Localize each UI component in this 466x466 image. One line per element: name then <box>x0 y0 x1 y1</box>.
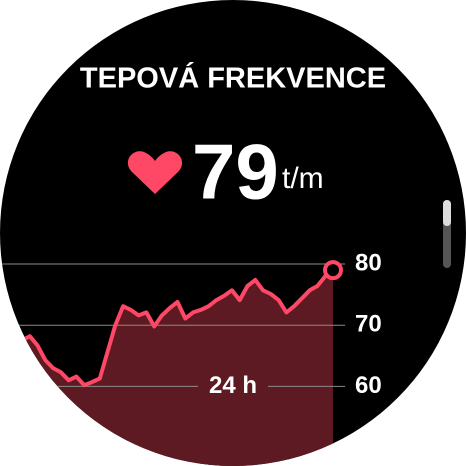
x-axis-label: 24 h <box>209 372 257 399</box>
y-tick-label: 60 <box>355 372 382 399</box>
heart-icon <box>127 151 183 194</box>
heart-rate-line <box>21 268 335 388</box>
y-tick-label: 70 <box>355 311 382 338</box>
scroll-thumb <box>443 200 451 226</box>
heart-rate-value: 79 <box>192 128 279 216</box>
latest-point <box>323 260 343 281</box>
heart-rate-unit: t/m <box>282 162 324 195</box>
title: TEPOVÁ FREKVENCE <box>80 61 386 95</box>
y-tick-label: 80 <box>355 249 382 276</box>
